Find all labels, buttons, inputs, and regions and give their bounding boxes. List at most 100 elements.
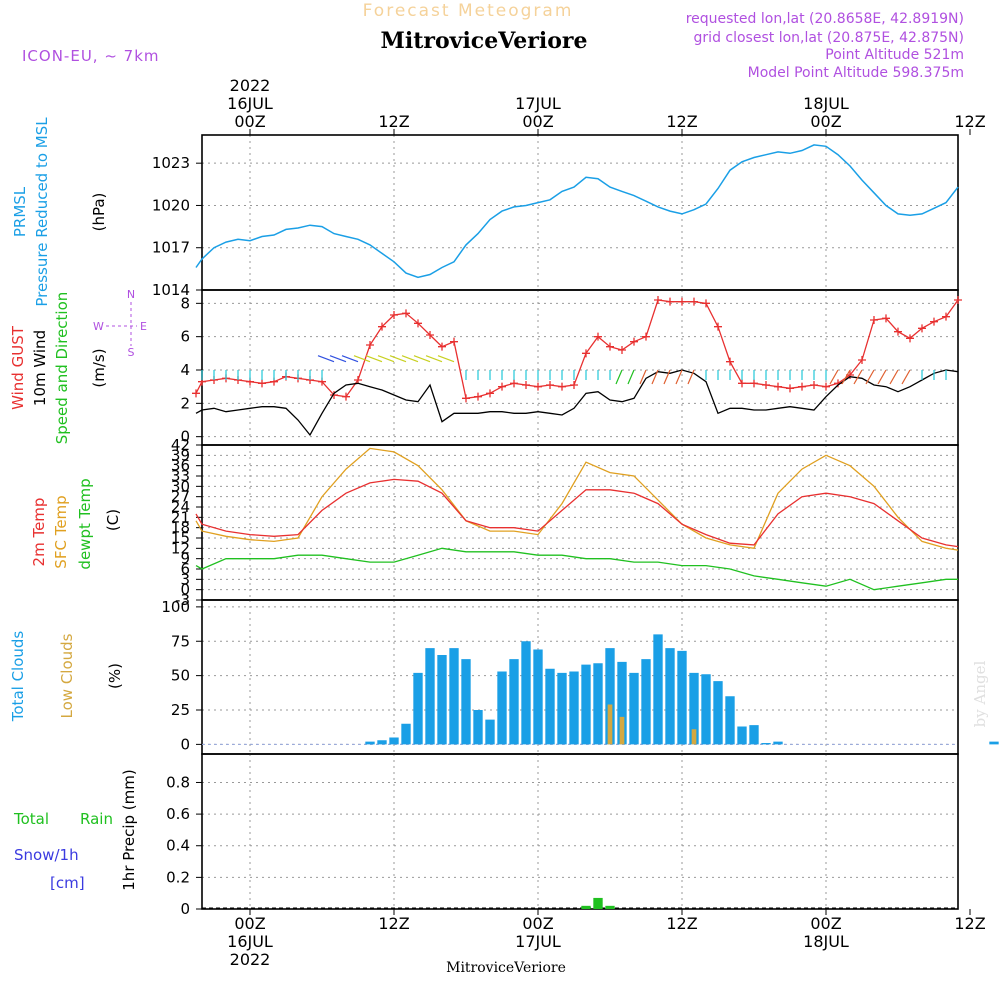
low-cloud-bar [691, 729, 697, 745]
total-cloud-bar [509, 659, 519, 745]
y-tick-label: 42 [171, 436, 190, 454]
gust-marker [366, 341, 374, 349]
gust-marker [702, 299, 710, 308]
wind-arrow [651, 369, 659, 385]
total-cloud-bar [461, 659, 471, 745]
gust-marker [654, 296, 662, 304]
precip-bar [593, 897, 603, 909]
requested-coords: requested lon,lat (20.8658E, 42.8919N) [686, 11, 964, 27]
gust-marker [390, 311, 398, 319]
y-tick-label: 36 [171, 457, 190, 475]
cloud-unit: (%) [106, 663, 124, 689]
compass-e: E [140, 320, 147, 333]
gust-marker [522, 381, 530, 389]
wind-arrow [377, 355, 395, 363]
wind-arrow [317, 355, 335, 363]
y-tick-label: 0 [180, 581, 190, 599]
gust-marker [714, 322, 722, 331]
y-tick-label: 0.8 [166, 773, 190, 791]
total-cloud-bar [581, 664, 591, 745]
total-cloud-bar [689, 672, 699, 745]
pressure-line [195, 144, 959, 279]
y-tick-label: 27 [171, 488, 190, 506]
y-tick-label: 0 [180, 735, 190, 753]
y-tick-label: 8 [180, 294, 190, 312]
gust-marker [954, 296, 962, 304]
gust-marker [450, 337, 458, 346]
bottom-time-label: 00Z [810, 914, 841, 933]
gust-marker [738, 379, 746, 388]
total-cloud-bar [605, 648, 615, 745]
y-tick-label: 0.2 [166, 868, 190, 886]
gust-marker [798, 382, 806, 391]
top-time-label: 00Z [810, 112, 841, 131]
y-tick-label: 0 [180, 900, 190, 918]
wind-arrow [663, 369, 671, 385]
y-tick-label: 21 [171, 508, 190, 526]
wind-arrow [841, 369, 851, 385]
gust-marker [666, 297, 674, 306]
model-altitude: Model Point Altitude 598.375m [748, 65, 964, 81]
top-time-label: 00Z [234, 112, 265, 131]
gust-marker [882, 314, 890, 323]
total-cloud-bar [473, 710, 483, 745]
wind-speed-line [195, 369, 959, 437]
gust-marker [330, 391, 338, 399]
gust-marker [582, 349, 590, 358]
y-tick-label: 75 [171, 632, 190, 650]
total-cloud-bar [377, 740, 387, 745]
top-time-label: 12Z [666, 112, 697, 131]
wind-arrow [853, 369, 863, 385]
wind-arrow [353, 355, 371, 363]
compass-legend: N S W E [93, 288, 147, 359]
top-time-label: 16JUL [227, 94, 273, 113]
wind-arrow [639, 369, 647, 385]
gust-marker [594, 332, 602, 341]
sfc-temp-label: SFC Temp [52, 495, 70, 568]
wind-arrow [341, 355, 359, 363]
total-cloud-bar [425, 648, 435, 745]
footer-station: MitroviceVeriore [446, 960, 566, 976]
gust-marker [498, 382, 506, 391]
wind-arrow [829, 369, 839, 385]
wind-arrow [329, 355, 347, 363]
gust-marker [402, 309, 410, 318]
direction-label: Speed and Direction [53, 292, 71, 445]
gust-marker [690, 297, 698, 306]
gust-marker [678, 297, 686, 306]
total-cloud-bar [557, 672, 567, 745]
total-cloud-bar [521, 641, 531, 745]
gust-marker [810, 381, 818, 389]
wind-arrow [877, 369, 887, 385]
wind-arrow [413, 355, 431, 363]
y-tick-label: 12 [171, 539, 190, 557]
wind-label: 10m Wind [31, 330, 49, 406]
total-clouds-label: Total Clouds [9, 631, 27, 723]
low-cloud-bar [619, 716, 625, 745]
gust-marker [870, 316, 878, 324]
panel-frame [201, 444, 959, 601]
gust-marker [750, 379, 758, 388]
gust-marker [534, 382, 542, 391]
wind-arrow [615, 369, 623, 385]
gust-marker [486, 389, 494, 398]
y-tick-label: 39 [171, 446, 190, 464]
wind-arrow [889, 369, 899, 385]
gust-marker [762, 381, 770, 389]
wind-arrow [901, 369, 911, 385]
gust-marker [378, 322, 386, 331]
gust-marker [258, 379, 266, 388]
y-tick-label: 50 [171, 667, 190, 685]
bottom-time-label: 18JUL [803, 932, 849, 951]
gust-marker [426, 331, 434, 339]
gust-marker [918, 324, 926, 333]
total-cloud-bar [401, 723, 411, 745]
top-time-label: 2022 [230, 76, 271, 95]
y-tick-label: 1020 [152, 196, 190, 214]
model-name: ICON-EU, ~ 7km [22, 47, 160, 65]
y-tick-label: 3 [180, 570, 190, 588]
gust-marker [474, 392, 482, 401]
precip-total-label: Total [13, 810, 49, 828]
total-cloud-bar [365, 741, 375, 745]
